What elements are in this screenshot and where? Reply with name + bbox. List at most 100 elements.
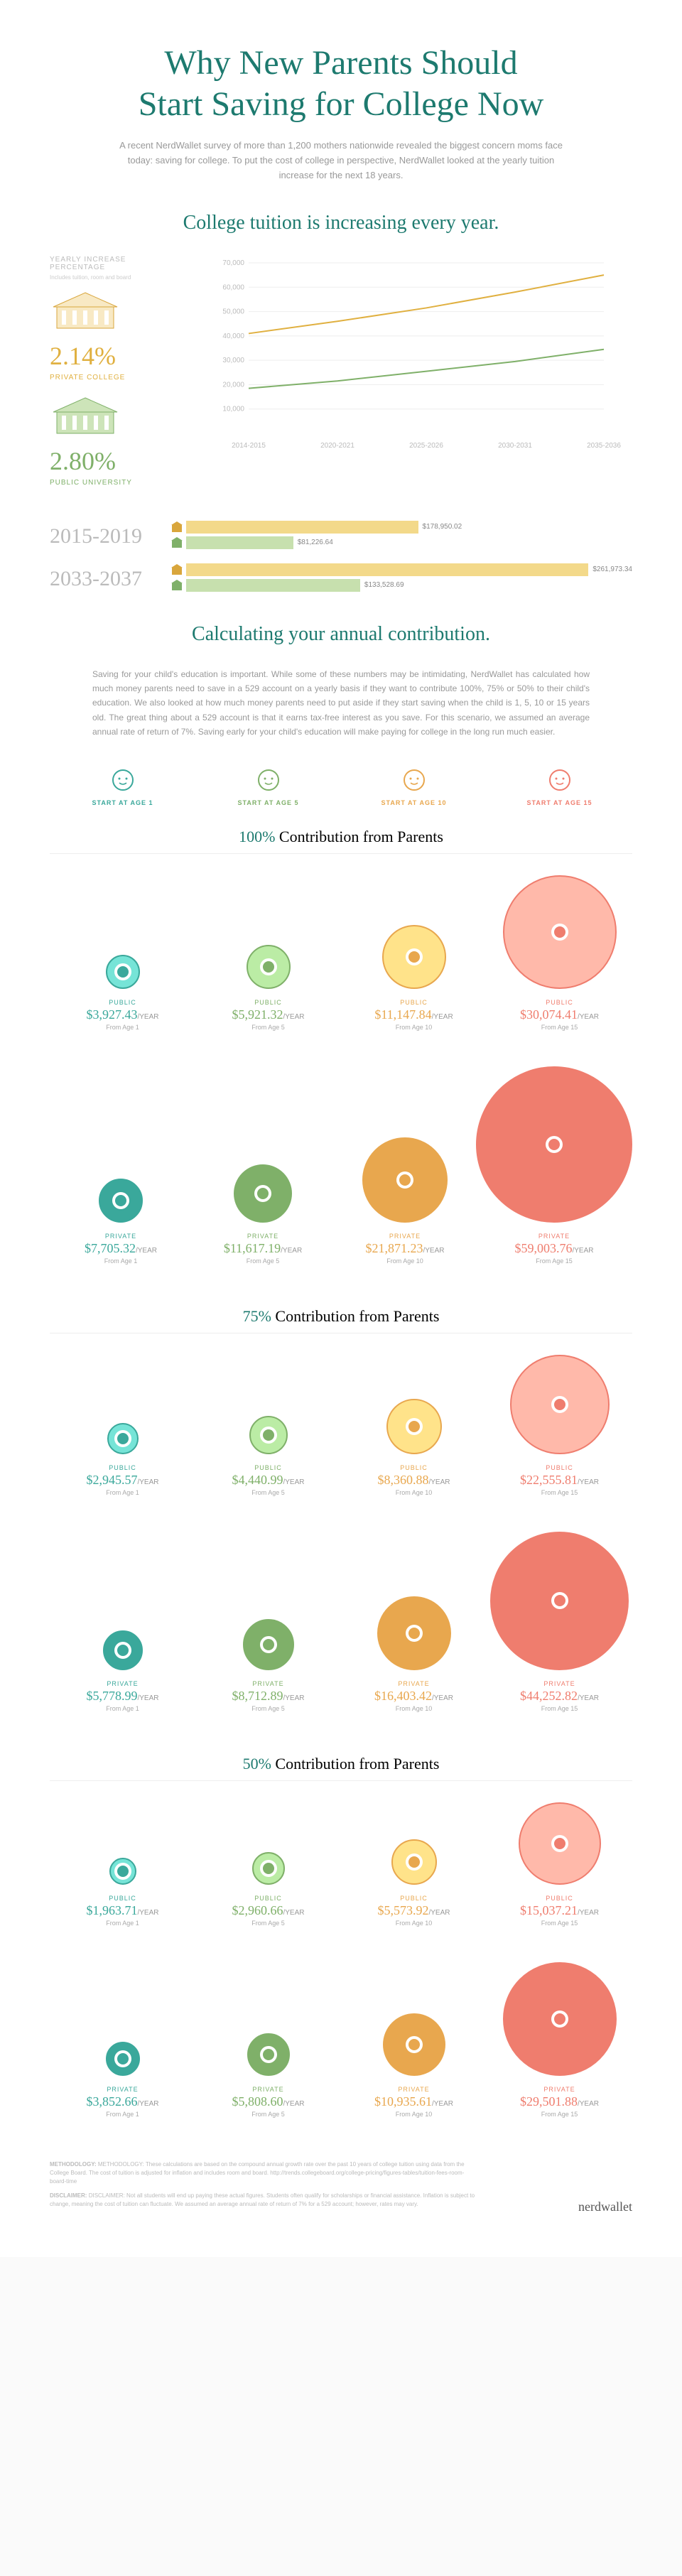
cell-amount: $1,963.71/YEAR — [50, 1903, 195, 1918]
bubble-icon — [382, 925, 446, 989]
bubble-icon — [99, 1179, 143, 1223]
cell-type: PUBLIC — [195, 1895, 341, 1902]
bubble-icon — [247, 2033, 290, 2076]
building-icon — [170, 579, 183, 592]
bubble-icon — [386, 1399, 442, 1454]
age-label: START AT AGE 5 — [195, 799, 341, 806]
bubble-icon — [247, 945, 291, 989]
range-value: $133,528.69 — [364, 581, 404, 589]
svg-text:20,000: 20,000 — [222, 381, 244, 389]
cell-type: PUBLIC — [341, 999, 487, 1006]
contrib-cell: PUBLIC $5,921.32/YEAR From Age 5 — [195, 945, 341, 1031]
footer-text: METHODOLOGY: METHODOLOGY: These calculat… — [50, 2160, 476, 2214]
cell-type: PRIVATE — [50, 1680, 195, 1687]
bubble-icon — [377, 1596, 451, 1670]
cell-age: From Age 5 — [195, 1489, 341, 1496]
section-heading: 75% Contribution from Parents — [50, 1307, 632, 1333]
building-icon — [170, 536, 183, 549]
contrib-cell: PRIVATE $10,935.61/YEAR From Age 10 — [341, 2013, 487, 2118]
age-label: START AT AGE 15 — [487, 799, 632, 806]
range-year: 2033-2037 — [50, 567, 178, 591]
range-value: $178,950.02 — [423, 523, 462, 531]
svg-text:70,000: 70,000 — [222, 259, 244, 267]
contrib-cell: PRIVATE $44,252.82/YEAR From Age 15 — [487, 1532, 632, 1712]
calc-intro-text: Saving for your child's education is imp… — [92, 667, 590, 740]
bubble-icon — [249, 1416, 288, 1454]
bubble-icon — [243, 1619, 294, 1670]
svg-text:10,000: 10,000 — [222, 405, 244, 413]
contrib-cell: PUBLIC $11,147.84/YEAR From Age 10 — [341, 925, 487, 1031]
cell-type: PRIVATE — [476, 1233, 632, 1240]
cell-age: From Age 10 — [341, 1920, 487, 1927]
cell-amount: $16,403.42/YEAR — [341, 1689, 487, 1704]
cell-age: From Age 15 — [487, 1489, 632, 1496]
cell-age: From Age 1 — [50, 1920, 195, 1927]
calc-heading: Calculating your annual contribution. — [50, 623, 632, 646]
cell-amount: $22,555.81/YEAR — [487, 1473, 632, 1488]
institution-name: PUBLIC UNIVERSITY — [50, 479, 178, 487]
contrib-cell: PUBLIC $2,945.57/YEAR From Age 1 — [50, 1423, 195, 1496]
cell-type: PRIVATE — [50, 2086, 195, 2093]
cell-age: From Age 5 — [195, 1024, 341, 1031]
contrib-cell: PUBLIC $2,960.66/YEAR From Age 5 — [195, 1852, 341, 1927]
cell-age: From Age 1 — [50, 1489, 195, 1496]
cell-amount: $11,147.84/YEAR — [341, 1007, 487, 1022]
contrib-cell: PRIVATE $5,778.99/YEAR From Age 1 — [50, 1630, 195, 1712]
section-heading: 50% Contribution from Parents — [50, 1755, 632, 1781]
bubble-icon — [234, 1164, 292, 1223]
contrib-cell: PRIVATE $21,871.23/YEAR From Age 10 — [334, 1137, 476, 1265]
cell-age: From Age 15 — [487, 1705, 632, 1712]
svg-text:40,000: 40,000 — [222, 332, 244, 340]
cell-type: PRIVATE — [487, 2086, 632, 2093]
cell-age: From Age 15 — [487, 2111, 632, 2118]
contrib-cell: PRIVATE $16,403.42/YEAR From Age 10 — [341, 1596, 487, 1712]
institution-block: 2.80% PUBLIC UNIVERSITY — [50, 394, 178, 487]
contrib-cell: PRIVATE $3,852.66/YEAR From Age 1 — [50, 2042, 195, 2118]
bubble-icon — [362, 1137, 448, 1223]
age-label: START AT AGE 1 — [50, 799, 195, 806]
increase-pct: 2.80% — [50, 446, 178, 476]
contrib-cell: PUBLIC $4,440.99/YEAR From Age 5 — [195, 1416, 341, 1496]
cell-age: From Age 5 — [195, 1920, 341, 1927]
cell-age: From Age 5 — [192, 1257, 334, 1265]
contrib-row: PUBLIC $3,927.43/YEAR From Age 1 PUBLIC … — [50, 875, 632, 1031]
cell-type: PRIVATE — [195, 1680, 341, 1687]
cell-amount: $15,037.21/YEAR — [487, 1903, 632, 1918]
bubble-icon — [391, 1839, 437, 1885]
cell-type: PUBLIC — [50, 999, 195, 1006]
increase-pct: 2.14% — [50, 341, 178, 371]
intro-text: A recent NerdWallet survey of more than … — [114, 139, 568, 183]
bubble-icon — [476, 1066, 632, 1223]
page-title: Why New Parents ShouldStart Saving for C… — [50, 43, 632, 124]
bubble-icon — [503, 875, 617, 989]
cell-amount: $3,927.43/YEAR — [50, 1007, 195, 1022]
contrib-cell: PUBLIC $15,037.21/YEAR From Age 15 — [487, 1802, 632, 1927]
cell-type: PUBLIC — [50, 1464, 195, 1471]
cell-type: PUBLIC — [487, 1895, 632, 1902]
contrib-row: PUBLIC $2,945.57/YEAR From Age 1 PUBLIC … — [50, 1355, 632, 1496]
cell-age: From Age 1 — [50, 1705, 195, 1712]
cell-type: PRIVATE — [341, 1680, 487, 1687]
bubble-icon — [103, 1630, 143, 1670]
contrib-cell: PUBLIC $8,360.88/YEAR From Age 10 — [341, 1399, 487, 1496]
bubble-icon — [383, 2013, 445, 2076]
contrib-row: PRIVATE $7,705.32/YEAR From Age 1 PRIVAT… — [50, 1066, 632, 1265]
contrib-cell: PRIVATE $59,003.76/YEAR From Age 15 — [476, 1066, 632, 1265]
cell-type: PUBLIC — [195, 999, 341, 1006]
age-label: START AT AGE 10 — [341, 799, 487, 806]
range-bar: $261,973.34 — [186, 563, 632, 576]
brand-logo: nerdwallet — [578, 2199, 632, 2214]
face-icon — [548, 768, 572, 792]
cell-age: From Age 10 — [341, 1024, 487, 1031]
range-bar: $81,226.64 — [186, 536, 632, 549]
cell-age: From Age 15 — [487, 1920, 632, 1927]
bubble-icon — [519, 1802, 601, 1885]
bubble-icon — [510, 1355, 610, 1454]
range-row: 2033-2037 $261,973.34 $133,528.69 — [50, 563, 632, 595]
yearly-label: YEARLY INCREASE PERCENTAGE — [50, 256, 178, 271]
cell-amount: $5,808.60/YEAR — [195, 2094, 341, 2109]
face-icon — [256, 768, 281, 792]
svg-text:2030-2031: 2030-2031 — [498, 442, 532, 450]
contrib-cell: PRIVATE $5,808.60/YEAR From Age 5 — [195, 2033, 341, 2118]
contrib-row: PRIVATE $5,778.99/YEAR From Age 1 PRIVAT… — [50, 1532, 632, 1712]
